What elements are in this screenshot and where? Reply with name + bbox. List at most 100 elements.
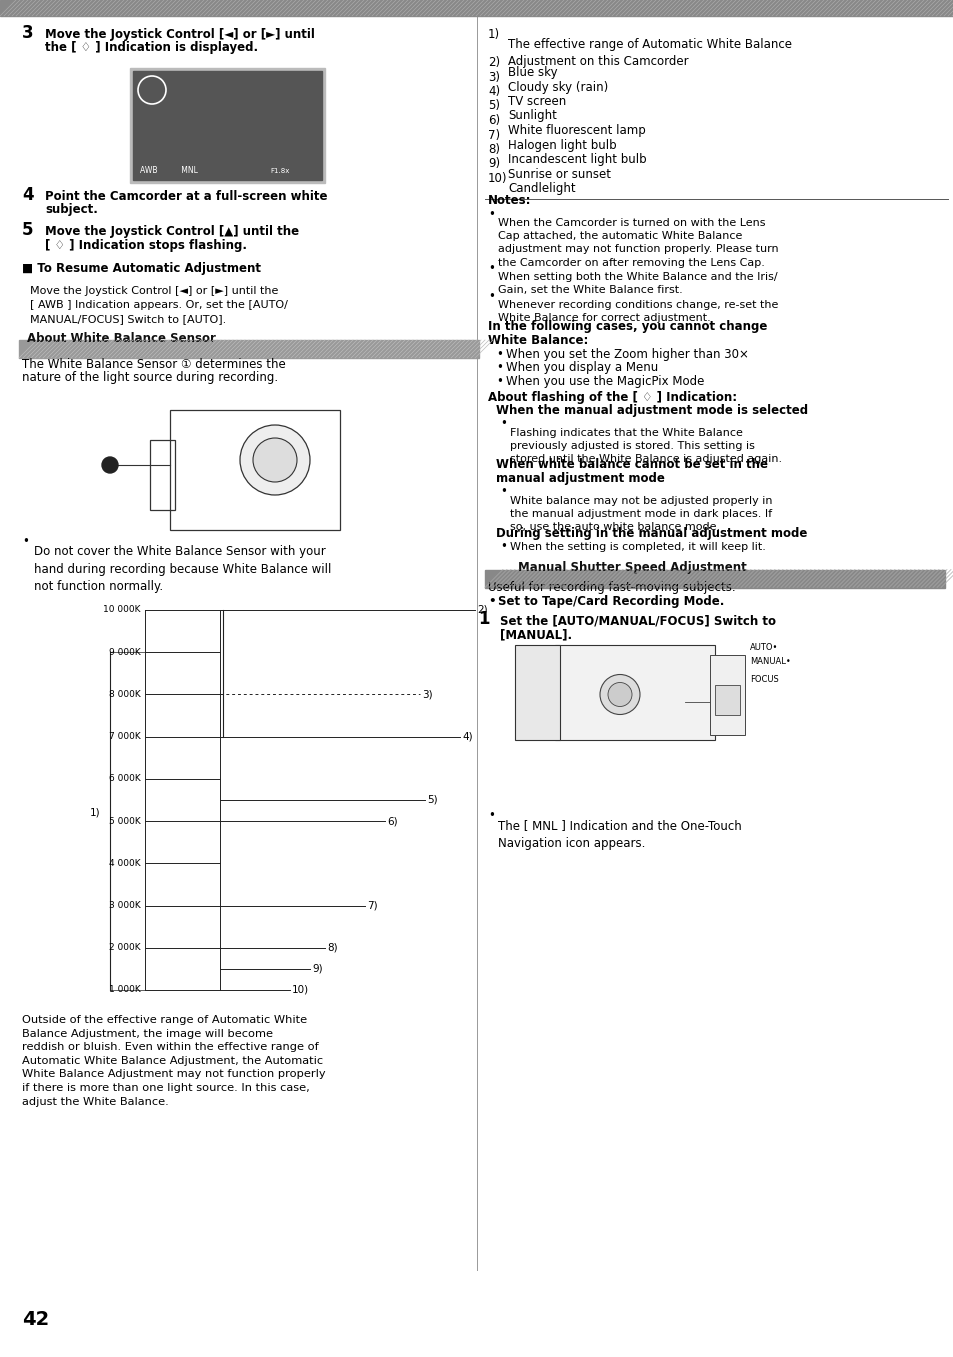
- Bar: [515, 645, 559, 740]
- Text: FOCUS: FOCUS: [749, 674, 778, 684]
- Text: 1): 1): [90, 807, 100, 817]
- Text: •: •: [488, 262, 495, 275]
- Text: •: •: [499, 418, 506, 430]
- Circle shape: [240, 425, 310, 495]
- Text: 4 000K: 4 000K: [110, 859, 141, 868]
- Text: 5): 5): [427, 795, 437, 805]
- Text: 1 000K: 1 000K: [110, 985, 141, 995]
- Text: 10): 10): [292, 985, 309, 995]
- Text: Outside of the effective range of Automatic White
Balance Adjustment, the image : Outside of the effective range of Automa…: [22, 1015, 325, 1106]
- Text: subject.: subject.: [45, 204, 98, 217]
- Text: 3): 3): [421, 689, 432, 699]
- Text: Sunrise or sunset: Sunrise or sunset: [507, 167, 610, 180]
- Text: Cloudy sky (rain): Cloudy sky (rain): [507, 80, 608, 94]
- Text: About White Balance Sensor: About White Balance Sensor: [27, 332, 215, 345]
- Text: 2 000K: 2 000K: [110, 943, 141, 953]
- Text: ■ To Resume Automatic Adjustment: ■ To Resume Automatic Adjustment: [22, 262, 261, 275]
- Text: [ ♢ ] Indication stops flashing.: [ ♢ ] Indication stops flashing.: [45, 239, 247, 251]
- Text: Point the Camcorder at a full-screen white: Point the Camcorder at a full-screen whi…: [45, 190, 327, 204]
- Text: nature of the light source during recording.: nature of the light source during record…: [22, 372, 278, 384]
- Text: Useful for recording fast-moving subjects.: Useful for recording fast-moving subject…: [488, 582, 735, 594]
- Text: Whenever recording conditions change, re-set the
White Balance for correct adjus: Whenever recording conditions change, re…: [497, 300, 778, 323]
- Text: In the following cases, you cannot change: In the following cases, you cannot chang…: [488, 320, 766, 332]
- Text: 4): 4): [461, 731, 472, 742]
- Text: •: •: [22, 535, 29, 548]
- Circle shape: [599, 674, 639, 715]
- Text: When you display a Menu: When you display a Menu: [505, 361, 658, 375]
- Text: White Balance:: White Balance:: [488, 334, 588, 346]
- Text: 4: 4: [22, 186, 33, 204]
- Text: 5 000K: 5 000K: [110, 817, 141, 825]
- Bar: [0, 0, 953, 16]
- Text: 8 000K: 8 000K: [110, 689, 141, 699]
- Text: When the Camcorder is turned on with the Lens
Cap attached, the automatic White : When the Camcorder is turned on with the…: [497, 218, 778, 267]
- Bar: [709, 654, 744, 734]
- Text: 6 000K: 6 000K: [110, 775, 141, 783]
- Text: 6): 6): [488, 114, 499, 128]
- Text: When white balance cannot be set in the: When white balance cannot be set in the: [496, 459, 767, 471]
- Text: •: •: [488, 594, 496, 608]
- Text: 7): 7): [488, 129, 499, 141]
- Bar: [132, 71, 322, 180]
- Text: F1.8x: F1.8x: [270, 168, 289, 174]
- Text: 3: 3: [22, 24, 33, 42]
- Text: 7): 7): [367, 901, 377, 911]
- Text: About flashing of the [ ♢ ] Indication:: About flashing of the [ ♢ ] Indication:: [488, 391, 737, 403]
- Text: AWB          MNL: AWB MNL: [140, 166, 197, 175]
- Text: 9): 9): [312, 963, 322, 974]
- Bar: [19, 341, 478, 358]
- Text: •: •: [488, 290, 495, 303]
- Circle shape: [102, 457, 118, 474]
- Text: •: •: [488, 810, 495, 822]
- Circle shape: [253, 438, 296, 482]
- Text: 10 000K: 10 000K: [103, 605, 141, 615]
- Text: 10): 10): [488, 172, 507, 185]
- Text: Sunlight: Sunlight: [507, 110, 557, 122]
- Text: manual adjustment mode: manual adjustment mode: [496, 472, 664, 484]
- Text: Blue sky: Blue sky: [507, 66, 558, 79]
- Bar: [170, 410, 339, 531]
- Bar: [150, 440, 174, 510]
- Text: 42: 42: [22, 1310, 50, 1329]
- Text: TV screen: TV screen: [507, 95, 566, 109]
- Bar: [130, 68, 325, 183]
- Circle shape: [607, 683, 631, 707]
- Text: 3 000K: 3 000K: [110, 901, 141, 911]
- Text: 2): 2): [488, 56, 499, 69]
- Text: 2): 2): [476, 605, 487, 615]
- Text: 3): 3): [488, 71, 499, 84]
- Text: Candlelight: Candlelight: [507, 182, 575, 195]
- Text: White fluorescent lamp: White fluorescent lamp: [507, 123, 645, 137]
- Text: 8): 8): [327, 943, 337, 953]
- Bar: [484, 570, 944, 588]
- Text: Move the Joystick Control [◄] or [►] until: Move the Joystick Control [◄] or [►] unt…: [45, 28, 314, 41]
- Text: 5: 5: [22, 221, 33, 239]
- Text: [MANUAL].: [MANUAL].: [499, 628, 572, 641]
- Text: •: •: [499, 540, 506, 554]
- Text: 1: 1: [477, 611, 489, 628]
- Text: the [ ♢ ] Indication is displayed.: the [ ♢ ] Indication is displayed.: [45, 42, 258, 54]
- Text: 5): 5): [488, 99, 499, 113]
- Text: During setting in the manual adjustment mode: During setting in the manual adjustment …: [496, 527, 806, 540]
- Text: •: •: [488, 208, 495, 221]
- Text: MANUAL•: MANUAL•: [749, 658, 790, 666]
- Text: 1): 1): [488, 28, 499, 41]
- Text: When the setting is completed, it will keep lit.: When the setting is completed, it will k…: [510, 541, 765, 552]
- Text: When you use the MagicPix Mode: When you use the MagicPix Mode: [505, 375, 703, 388]
- Text: Set to Tape/Card Recording Mode.: Set to Tape/Card Recording Mode.: [497, 594, 723, 608]
- Text: Move the Joystick Control [▲] until the: Move the Joystick Control [▲] until the: [45, 225, 299, 237]
- Text: •: •: [496, 347, 502, 361]
- Text: Incandescent light bulb: Incandescent light bulb: [507, 153, 646, 166]
- Text: 4): 4): [488, 85, 499, 98]
- Text: Notes:: Notes:: [488, 194, 531, 206]
- Text: Manual Shutter Speed Adjustment: Manual Shutter Speed Adjustment: [517, 562, 746, 574]
- Text: Halogen light bulb: Halogen light bulb: [507, 138, 616, 152]
- Text: White balance may not be adjusted properly in
the manual adjustment mode in dark: White balance may not be adjusted proper…: [510, 495, 772, 532]
- Text: 9): 9): [488, 157, 499, 171]
- Text: Move the Joystick Control [◄] or [►] until the
[ AWB ] Indication appears. Or, s: Move the Joystick Control [◄] or [►] unt…: [30, 286, 288, 324]
- Text: •: •: [496, 375, 502, 388]
- Text: 9 000K: 9 000K: [110, 647, 141, 657]
- Text: •: •: [499, 486, 506, 498]
- Text: The [ MNL ] Indication and the One-Touch
Navigation icon appears.: The [ MNL ] Indication and the One-Touch…: [497, 820, 741, 849]
- Text: 8): 8): [488, 142, 499, 156]
